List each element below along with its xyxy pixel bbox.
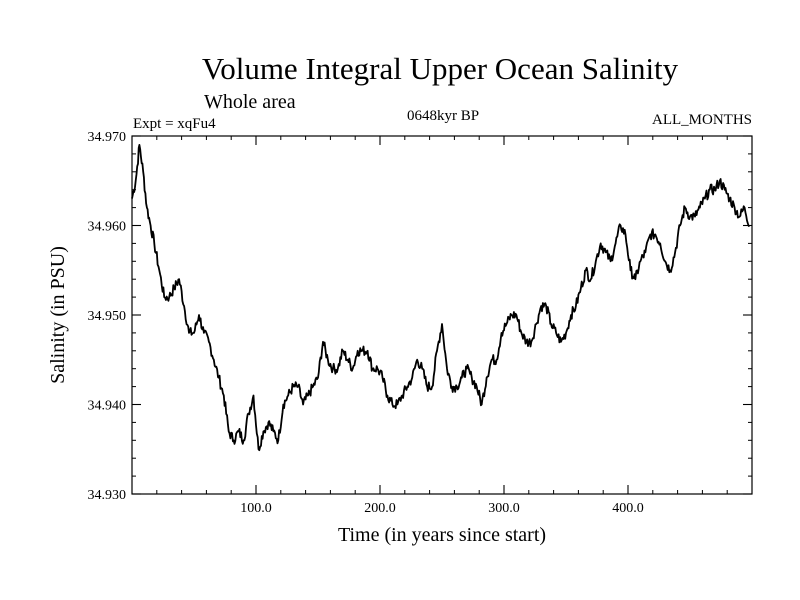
y-axis-title: Salinity (in PSU) <box>47 246 69 384</box>
y-axis: 34.930 34.940 34.950 34.960 34.970 <box>88 130 752 503</box>
y-tick-label: 34.940 <box>88 399 127 414</box>
plot-frame <box>131 135 753 495</box>
y-tick-label: 34.970 <box>88 130 127 145</box>
x-tick-label: 400.0 <box>612 501 644 516</box>
months-label: ALL_MONTHS <box>652 112 752 128</box>
salinity-series-line <box>131 143 750 452</box>
y-tick-label: 34.950 <box>88 309 127 324</box>
y-tick-label: 34.930 <box>88 488 127 503</box>
x-tick-label: 100.0 <box>240 501 272 516</box>
x-tick-label: 200.0 <box>364 501 396 516</box>
x-axis: 100.0 200.0 300.0 400.0 <box>156 136 728 516</box>
y-tick-label: 34.960 <box>88 220 127 235</box>
chart-subtitle: Whole area <box>204 91 296 113</box>
experiment-label: Expt = xqFu4 <box>133 116 216 132</box>
x-tick-label: 300.0 <box>488 501 520 516</box>
period-label: 0648kyr BP <box>407 108 479 124</box>
chart-title: Volume Integral Upper Ocean Salinity <box>202 51 679 86</box>
x-axis-title: Time (in years since start) <box>338 524 546 546</box>
